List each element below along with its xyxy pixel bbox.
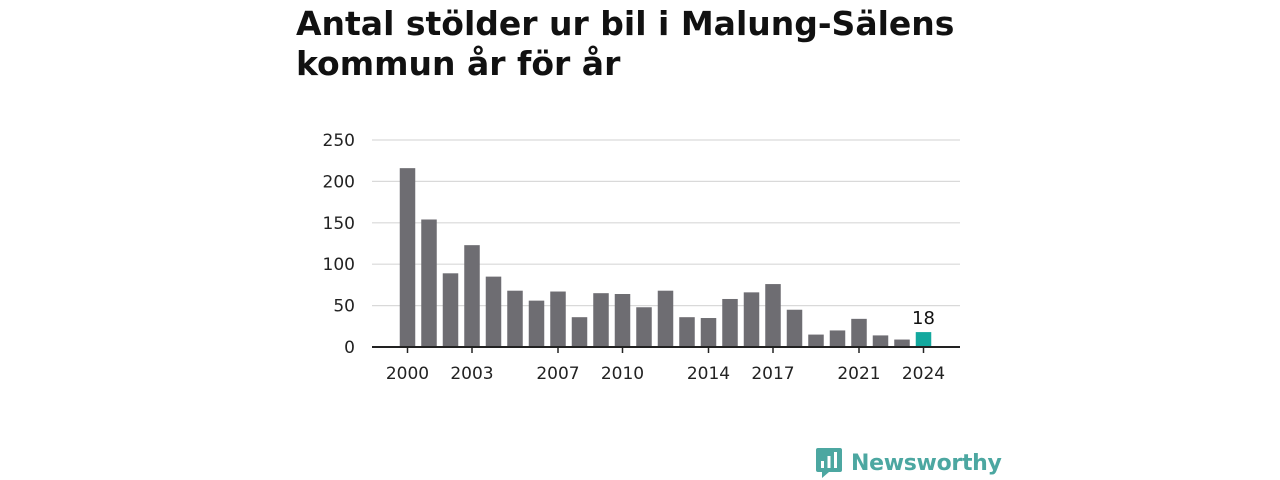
bar (614, 294, 631, 347)
y-tick-label: 50 (333, 297, 355, 317)
x-tick-label: 2017 (751, 364, 794, 384)
y-tick-label: 150 (323, 214, 355, 234)
bar (679, 317, 695, 347)
bar (399, 168, 416, 347)
bar (851, 318, 867, 347)
bar (507, 290, 523, 347)
bar (743, 292, 760, 347)
bar (722, 298, 738, 347)
bar (442, 273, 459, 347)
newsworthy-logo-icon (816, 448, 842, 478)
y-tick-label: 200 (323, 172, 355, 192)
bar (894, 339, 910, 347)
bar (464, 245, 480, 347)
bar (550, 291, 566, 347)
bar (808, 334, 824, 347)
highlight-bar (915, 332, 932, 347)
bar (636, 307, 652, 347)
x-tick-label: 2014 (687, 364, 730, 384)
x-tick-label: 2010 (601, 364, 644, 384)
bar (657, 290, 674, 347)
x-axis-ticks: 2000 2003 2007 2010 2014 2017 2021 2024 (386, 347, 945, 384)
bar (872, 335, 889, 347)
x-tick-label: 2021 (837, 364, 880, 384)
y-tick-label: 250 (323, 131, 355, 151)
x-tick-label: 2000 (386, 364, 429, 384)
highlight-value-label: 18 (912, 308, 935, 329)
bar (700, 318, 717, 347)
chart-title: Antal stölder ur bil i Malung-Sälens kom… (296, 4, 955, 83)
bar (421, 219, 437, 347)
bar (765, 284, 781, 347)
y-tick-label: 0 (344, 338, 355, 358)
bar (593, 293, 609, 347)
bar (571, 317, 588, 347)
y-axis-ticks: 0 50 100 150 200 250 (323, 131, 355, 358)
bar (528, 300, 545, 347)
x-tick-label: 2003 (450, 364, 493, 384)
gridlines (372, 139, 960, 307)
newsworthy-logo: Newsworthy (815, 446, 1002, 480)
x-tick-label: 2007 (536, 364, 579, 384)
bar (829, 330, 846, 347)
x-tick-label: 2024 (902, 364, 945, 384)
data-labels: 18 (912, 308, 935, 329)
y-tick-label: 100 (323, 255, 355, 275)
bar (485, 276, 502, 347)
bar (786, 309, 803, 347)
brand-name: Newsworthy (851, 450, 1002, 476)
bars (399, 168, 932, 347)
